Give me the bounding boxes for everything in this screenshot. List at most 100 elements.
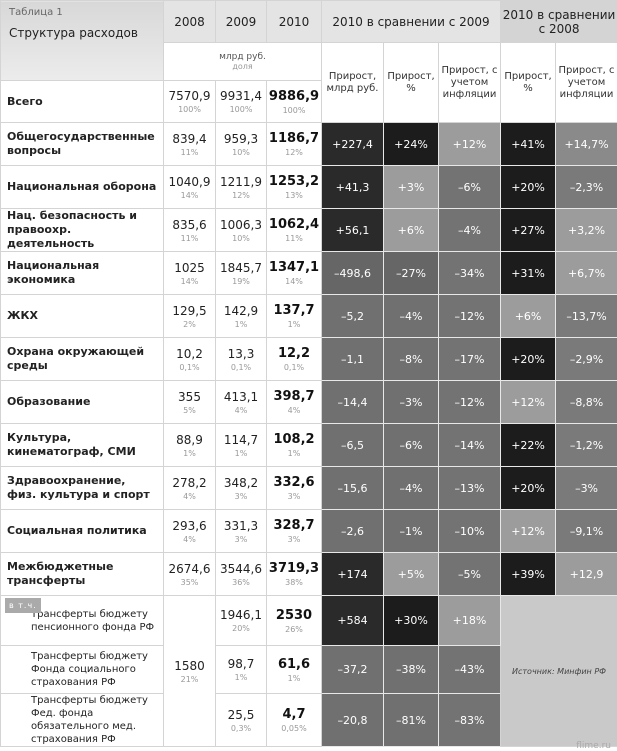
value: 9931,4 [220,89,262,103]
value: 1580 [174,658,205,673]
share: 1% [234,673,248,682]
value: 1946,1 [220,608,262,622]
growth-cell: +3% [383,165,439,209]
growth-cell: +41,3 [321,165,384,209]
growth-cell: +30% [383,595,439,646]
data-row: Культура, кинематограф, СМИ 88,9 1% 114,7 1%… [0,423,617,467]
value-cell: 1347,1 14% [266,251,322,295]
data-row: ЖКХ 129,5 2% 142,9 1% 137,7 1% –5,2 –4% –12% +6% –1… [0,294,617,338]
sub-header: Прирост, с учетом инфляции [437,42,502,123]
growth-cell: –498,6 [321,251,384,295]
value: 88,9 [176,432,203,447]
growth-cell: –27% [383,251,439,295]
growth-cell: –15,6 [321,466,384,510]
value-cell: 278,2 4% [163,466,216,510]
growth-cell: +174 [321,552,384,596]
value: 278,2 [172,475,207,490]
growth-cell: +14,7% [555,122,617,166]
row-label: Всего [0,80,164,123]
share: 2% [183,319,196,329]
value-cell: 61,6 1% [266,645,322,694]
value-cell: 3719,3 38% [266,552,322,596]
share-header: доля [232,62,253,71]
value: 1025 [174,260,205,275]
value: 108,2 [273,432,315,447]
growth-cell: +5% [383,552,439,596]
value-cell: 1062,4 11% [266,208,322,252]
growth-cell: +227,4 [321,122,384,166]
growth-cell: +3,2% [555,208,617,252]
growth-cell: +18% [437,595,502,646]
growth-cell: –4% [383,466,439,510]
share: 3% [234,491,248,501]
value: 959,3 [223,131,259,146]
growth-cell: –4% [383,294,439,338]
share: 14% [180,190,199,200]
share: 10% [232,233,250,243]
share: 1% [287,449,301,458]
value: 835,6 [172,217,207,232]
growth-cell: –12% [437,294,502,338]
data-row: Охрана окружающей среды 10,2 0,1% 13,3 0,1% 1… [0,337,617,381]
table-label: Таблица 1 [9,7,63,18]
share: 14% [285,277,303,286]
value: 10,2 [176,346,203,361]
value-cell: 355 5% [163,380,216,424]
value: 1347,1 [268,260,320,275]
value-cell: 4,7 0,05% [266,693,322,747]
value-cell: 1040,9 14% [163,165,216,209]
share: 35% [180,577,199,587]
value-cell: 114,7 1% [215,423,267,467]
share: 11% [180,233,199,243]
row-label: Нац. безопасность и правоохр. деятельнос… [0,208,164,252]
value: 1845,7 [220,260,262,275]
row-label: Здравоохранение, физ. культура и спорт [0,466,164,510]
value: 1062,4 [268,217,320,232]
share: 1% [183,448,196,458]
row-label: Социальная политика [0,509,164,553]
value: 2674,6 [168,561,211,576]
share: 3% [287,492,301,501]
sub-label: Трансферты бюджету пенсионного фонда РФ [31,608,155,633]
value: 332,6 [273,475,315,490]
share: 11% [180,147,199,157]
row-label: Культура, кинематограф, СМИ [0,423,164,467]
value-cell: 7570,9 100% [163,80,216,123]
sub-row: Трансферты бюджету Фед. фонда обязательн… [0,693,617,747]
group-header: 2010 в сравнении с 2009 [320,0,502,43]
value: 413,1 [223,389,259,404]
growth-cell: –1,2% [555,423,617,467]
value: 328,7 [273,518,315,533]
value-cell: 1006,3 10% [215,208,267,252]
growth-cell: –38% [383,645,439,694]
sub-header: Прирост, % [500,42,557,123]
value-cell: 1211,9 12% [215,165,267,209]
share: 1% [287,673,301,683]
share: 100% [282,105,306,115]
growth-cell: +6,7% [555,251,617,295]
growth-cell: +12% [500,509,557,553]
growth-cell: –13,7% [555,294,617,338]
growth-cell: +41% [500,122,557,166]
value: 3544,6 [220,561,262,576]
group-header: 2010 в сравнении с 2008 [500,0,617,43]
value-cell: 9886,9 100% [266,80,322,123]
share: 12% [285,148,303,157]
value-cell: 839,4 11% [163,122,216,166]
share: 20% [232,624,250,633]
sub-header: Прирост, % [383,42,439,123]
share: 4% [287,406,301,415]
growth-cell: +12% [500,380,557,424]
value: 1253,2 [268,174,320,189]
row-label: Национальная экономика [0,251,164,295]
value-cell: 2530 26% [266,595,322,646]
growth-cell: –17% [437,337,502,381]
data-row: Социальная политика 293,6 4% 331,3 3% 328,7 3%… [0,509,617,553]
value-cell: 1845,7 19% [215,251,267,295]
growth-cell: –3% [383,380,439,424]
value-cell: 835,6 11% [163,208,216,252]
value-cell: 1025 14% [163,251,216,295]
value-cell: 1253,2 13% [266,165,322,209]
source: Источник: Минфин РФ [500,595,617,747]
